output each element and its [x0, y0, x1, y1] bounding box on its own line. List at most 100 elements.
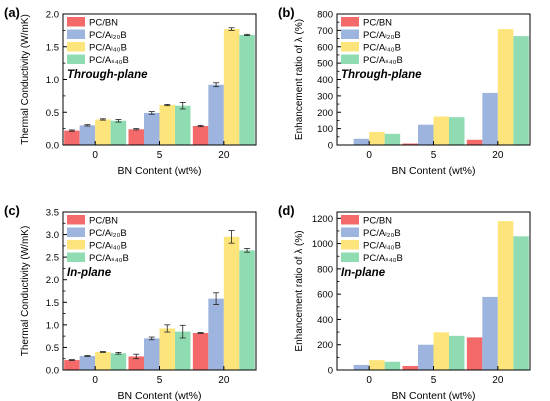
- panel-annotation: Through-plane: [341, 69, 422, 81]
- y-axis-title: Thermal Conductivity (W/mK): [20, 226, 31, 357]
- bar: [128, 356, 144, 370]
- y-tick-label: 800: [317, 264, 333, 275]
- y-axis-title: Enhancement ratio of λ (%): [294, 230, 305, 351]
- legend-label: PC/BN: [89, 18, 118, 29]
- legend-label: PC/Aₗ₂₀B: [89, 228, 127, 239]
- x-tick-label: 20: [492, 150, 504, 161]
- bar: [418, 344, 434, 370]
- x-axis-title: BN Content (wt%): [391, 165, 475, 177]
- bar: [159, 105, 175, 145]
- bar: [110, 353, 127, 370]
- bar: [482, 296, 498, 370]
- bar: [466, 337, 483, 370]
- legend-swatch: [67, 215, 85, 225]
- bar: [513, 36, 529, 146]
- x-tick-label: 5: [431, 150, 437, 161]
- legend-swatch: [67, 29, 85, 39]
- bar: [208, 84, 224, 145]
- bar: [369, 360, 385, 370]
- x-tick-label: 0: [366, 375, 372, 386]
- legend-label: PC/BN: [89, 216, 118, 227]
- bar: [433, 332, 449, 370]
- bar: [497, 221, 514, 370]
- x-tick-label: 20: [218, 375, 230, 386]
- legend-label: PC/Aₗ₂₀B: [363, 228, 401, 239]
- y-tick-label: 0.0: [46, 141, 59, 152]
- legend-label: PC/Aₗ₄₀B: [363, 43, 401, 54]
- legend-label: PC/Aₗ₄₀B: [89, 241, 127, 252]
- y-tick-label: 400: [317, 315, 333, 326]
- bar: [79, 356, 96, 370]
- y-tick-label: 2.0: [46, 10, 59, 21]
- bar: [402, 365, 418, 370]
- legend-swatch: [341, 54, 359, 64]
- legend-label: PC/Aₗ₂₀B: [363, 30, 401, 41]
- legend-swatch: [341, 17, 359, 27]
- bar: [64, 130, 80, 145]
- y-tick-label: 1200: [312, 214, 333, 225]
- bar: [239, 250, 255, 370]
- y-tick-label: 3.0: [46, 230, 59, 241]
- legend-swatch: [341, 240, 359, 250]
- y-tick-label: 500: [317, 59, 333, 70]
- legend-label: PC/Aₗ₄₀B: [363, 241, 401, 252]
- panel-label: (a): [4, 5, 20, 20]
- legend-label: PC/Aₛ₄₀B: [89, 253, 129, 264]
- bar: [384, 133, 401, 145]
- legend-swatch: [67, 240, 85, 250]
- y-tick-label: 1000: [312, 239, 333, 250]
- y-tick-label: 1.0: [46, 320, 59, 331]
- y-tick-label: 2.5: [46, 253, 59, 264]
- bar: [353, 364, 370, 370]
- y-tick-label: 0: [328, 141, 333, 152]
- bar: [449, 117, 465, 145]
- x-tick-label: 20: [492, 375, 504, 386]
- legend-swatch: [341, 227, 359, 237]
- panel-annotation: In-plane: [341, 267, 386, 279]
- y-tick-label: 1.5: [46, 298, 59, 309]
- legend-swatch: [341, 252, 359, 262]
- bar: [418, 124, 434, 145]
- panel-label: (d): [278, 203, 295, 218]
- x-tick-label: 5: [157, 375, 163, 386]
- x-tick-label: 20: [218, 150, 230, 161]
- x-tick-label: 0: [366, 150, 372, 161]
- y-tick-label: 700: [317, 26, 333, 37]
- bar: [223, 236, 240, 370]
- chart-panel-3: (c) 0.0 0.5 1.0 1.5 2.0 2.5 3.0 3.5 0 5 20 BN Conten…: [4, 203, 257, 401]
- legend-swatch: [341, 29, 359, 39]
- panel-label: (c): [4, 203, 20, 218]
- legend-label: PC/Aₛ₄₀B: [363, 55, 403, 66]
- bar: [128, 129, 144, 145]
- bar: [95, 351, 111, 370]
- y-tick-label: 800: [317, 10, 333, 21]
- legend-label: PC/BN: [363, 18, 392, 29]
- panel-label: (b): [278, 5, 295, 20]
- legend-swatch: [67, 227, 85, 237]
- bar: [353, 138, 370, 145]
- legend-swatch: [67, 17, 85, 27]
- bar: [64, 360, 80, 370]
- legend-swatch: [341, 215, 359, 225]
- y-tick-label: 0.0: [46, 366, 59, 377]
- chart-panel-4: (d) 0 200 400 600 800 1000 1200 0 5 20 BN Content (…: [278, 203, 531, 401]
- chart-panel-1: (a) 0.0 0.5 1.0 1.5 2.0 0 5 20 BN Content (wt%) Th…: [4, 5, 257, 177]
- legend-swatch: [67, 252, 85, 262]
- x-tick-label: 5: [431, 375, 437, 386]
- legend-swatch: [341, 42, 359, 52]
- x-axis-title: BN Content (wt%): [117, 165, 201, 177]
- bar: [79, 125, 96, 145]
- panel-annotation: In-plane: [67, 267, 112, 279]
- y-tick-label: 600: [317, 42, 333, 53]
- y-tick-label: 3.5: [46, 208, 59, 219]
- y-axis-title: Thermal Conductivity (W/mK): [20, 14, 31, 145]
- bar: [369, 131, 385, 145]
- bar: [223, 29, 240, 145]
- panel-annotation: Through-plane: [67, 69, 148, 81]
- bar: [159, 328, 175, 370]
- bar: [497, 29, 514, 145]
- x-tick-label: 0: [92, 375, 98, 386]
- y-axis-title: Enhancement ratio of λ (%): [294, 19, 305, 140]
- y-tick-label: 100: [317, 124, 333, 135]
